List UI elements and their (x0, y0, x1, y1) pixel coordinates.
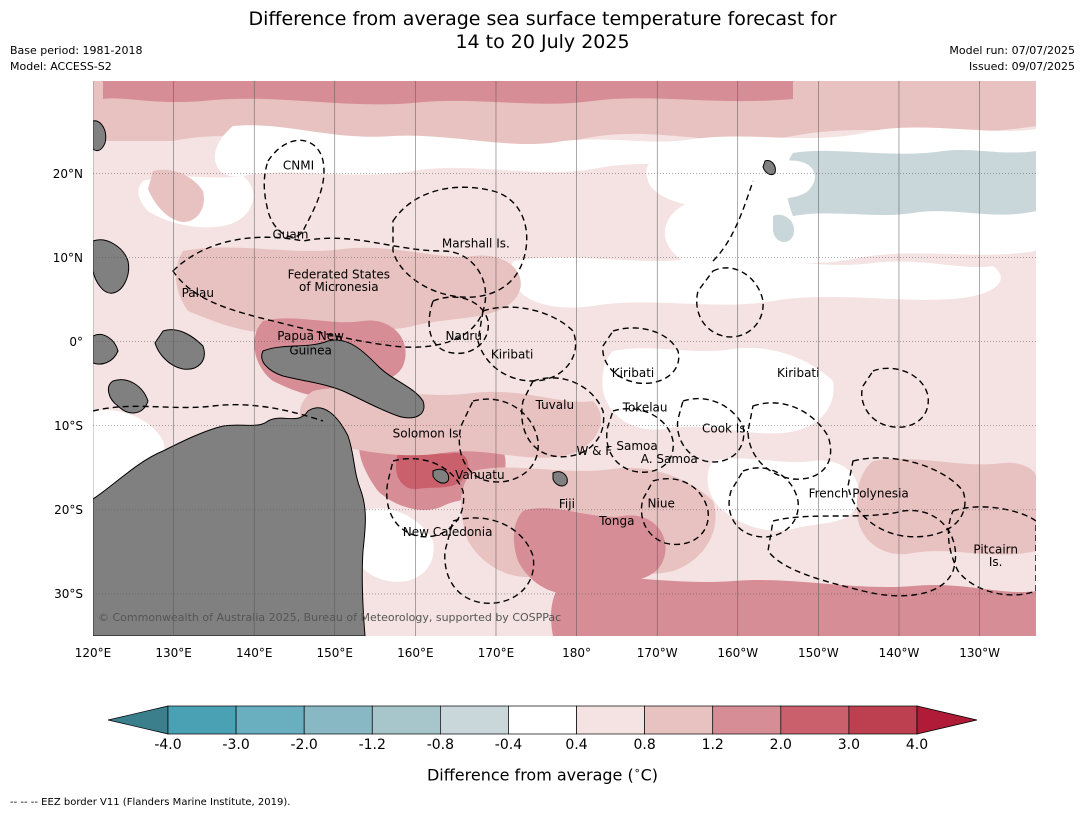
eez-borders (93, 139, 1036, 604)
longitude-tick-label: 170°W (636, 646, 678, 660)
longitude-tick-label: 140°W (878, 646, 920, 660)
colorbar-segment (576, 705, 645, 735)
colorbar-title-unit: ∘ (633, 764, 641, 777)
colorbar-segment (712, 705, 782, 735)
colorbar-extend-high (916, 705, 978, 735)
colorbar-segment (848, 705, 918, 735)
region-label: Kiribati (491, 348, 533, 362)
colorbar-segment (508, 705, 577, 735)
colorbar-tick-label: 4.0 (905, 737, 929, 753)
chart-title-line-1: Difference from average sea surface temp… (248, 8, 837, 30)
base-period-text: Base period: 1981-2018 (10, 44, 143, 57)
colorbar-tick-label: -4.0 (154, 737, 182, 753)
region-label: French Polynesia (809, 486, 909, 500)
region-label: W & F (576, 444, 612, 458)
land-masses (93, 120, 776, 636)
longitude-tick-label: 150°E (316, 646, 354, 660)
region-label: Samoa (616, 439, 657, 453)
region-label: Is. (989, 555, 1003, 569)
region-label: Cook Is. (702, 422, 749, 436)
region-label: Guam (272, 227, 308, 241)
region-label: Papua New (277, 329, 344, 343)
colorbar-tick-label: 2.0 (769, 737, 792, 753)
region-label: Marshall Is. (442, 237, 510, 251)
issued-text: Issued: 09/07/2025 (968, 60, 1075, 73)
longitude-tick-label: 130°E (155, 646, 192, 660)
colorbar-segment (235, 705, 305, 735)
eez-legend-footer: -- -- -- EEZ border V11 (Flanders Marine… (10, 797, 291, 808)
longitude-tick-label: 160°E (397, 646, 434, 660)
longitude-tick-label: 140°E (235, 646, 273, 660)
longitude-tick-label: 180° (562, 646, 592, 660)
region-label: Guinea (289, 343, 332, 357)
region-label: Solomon Is. (393, 427, 463, 441)
colorbar-segment (780, 705, 850, 735)
chart-title-line-2: 14 to 20 July 2025 (455, 31, 630, 53)
colorbar-title: Difference from average (∘C) (0, 764, 1085, 784)
colorbar-segments (107, 705, 978, 735)
colorbar-tick-label: -3.0 (222, 737, 250, 753)
colorbar-segment (167, 705, 237, 735)
region-label: Nauru (446, 329, 482, 343)
region-label: Vanuatu (455, 468, 505, 482)
new-guinea (261, 339, 425, 419)
region-label: of Micronesia (299, 280, 379, 294)
colorbar-tick-label: 0.4 (565, 737, 588, 753)
longitude-tick-label: 160°W (717, 646, 759, 660)
model-text: Model: ACCESS-S2 (10, 60, 112, 73)
australia (93, 407, 366, 636)
colorbar-tick-label: -0.8 (426, 737, 455, 753)
colorbar-tick-label: 1.2 (701, 737, 724, 753)
colorbar-extend-low (107, 705, 169, 735)
region-label: CNMI (283, 158, 314, 172)
model-run-text: Model run: 07/07/2025 (949, 44, 1075, 57)
colorbar-title-end: C) (640, 765, 659, 785)
longitude-tick-label: 120°E (74, 646, 112, 660)
colorbar (107, 705, 978, 735)
region-label: Pitcairn (973, 543, 1018, 557)
region-label: Tuvalu (535, 398, 575, 412)
longitude-tick-label: 150°W (797, 646, 839, 660)
region-label: New Caledonia (403, 525, 493, 539)
latitude-tick-label: 0° (69, 334, 83, 349)
latitude-tick-label: 10°N (52, 250, 83, 265)
latitude-tick-label: 20°N (52, 166, 83, 181)
latitude-tick-label: 20°S (54, 502, 83, 517)
colorbar-tick-label: 0.8 (633, 737, 656, 753)
longitude-tick-label: 170°E (477, 646, 515, 660)
colorbar-segment (303, 705, 373, 735)
region-label: Niue (648, 496, 675, 510)
longitude-tick-label: 130°W (959, 646, 1000, 660)
colorbar-segment (644, 705, 714, 735)
region-label: Fiji (559, 497, 575, 511)
colorbar-tick-label: -0.4 (494, 737, 523, 753)
graticule (93, 81, 1036, 636)
copyright-text: © Commonwealth of Australia 2025, Bureau… (98, 611, 561, 624)
region-label: Palau (182, 286, 214, 300)
colorbar-segment (440, 705, 509, 735)
colorbar-title-text: Difference from average ( (426, 765, 634, 785)
region-label: Kiribati (777, 366, 819, 380)
region-label: Federated States (288, 268, 390, 282)
colorbar-tick-label: -2.0 (290, 737, 318, 753)
region-label: A. Samoa (641, 452, 698, 466)
colorbar-segment (371, 705, 441, 735)
region-label: Tokelau (622, 400, 668, 414)
region-label: Tonga (598, 514, 634, 528)
latitude-tick-label: 10°S (54, 418, 83, 433)
colorbar-tick-label: -1.2 (358, 737, 386, 753)
anomaly-contours (93, 81, 1036, 636)
latitude-tick-label: 30°S (54, 586, 83, 601)
region-label: Kiribati (612, 366, 654, 380)
colorbar-tick-label: 3.0 (837, 737, 861, 753)
